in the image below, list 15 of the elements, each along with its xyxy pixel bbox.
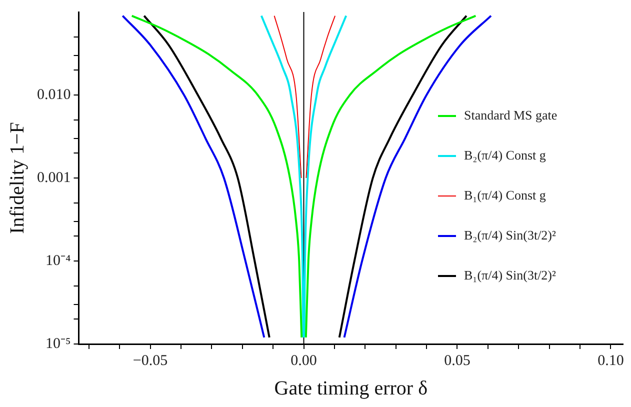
- x-tick-label: 0.00: [290, 352, 317, 369]
- x-tick-label: 0.10: [598, 352, 624, 369]
- legend-label: B₁(π/4) Const g: [464, 187, 546, 202]
- y-tick-label: 10⁻⁵: [46, 336, 71, 352]
- y-tick-label: 0.001: [37, 170, 71, 186]
- legend-label: B₂(π/4) Sin(3t/2)²: [464, 227, 556, 242]
- y-tick-label: 10⁻⁴: [46, 252, 71, 269]
- y-axis-title: Infidelity 1−F: [6, 122, 28, 234]
- x-tick-label: −0.05: [132, 352, 168, 369]
- x-axis-title: Gate timing error δ: [274, 377, 428, 400]
- legend-label: B₂(π/4) Const g: [464, 147, 546, 162]
- legend-label: B₁(π/4) Sin(3t/2)²: [464, 267, 556, 282]
- x-tick-label: 0.05: [444, 352, 470, 369]
- y-tick-label: 0.010: [37, 86, 71, 103]
- legend-label: Standard MS gate: [464, 107, 558, 122]
